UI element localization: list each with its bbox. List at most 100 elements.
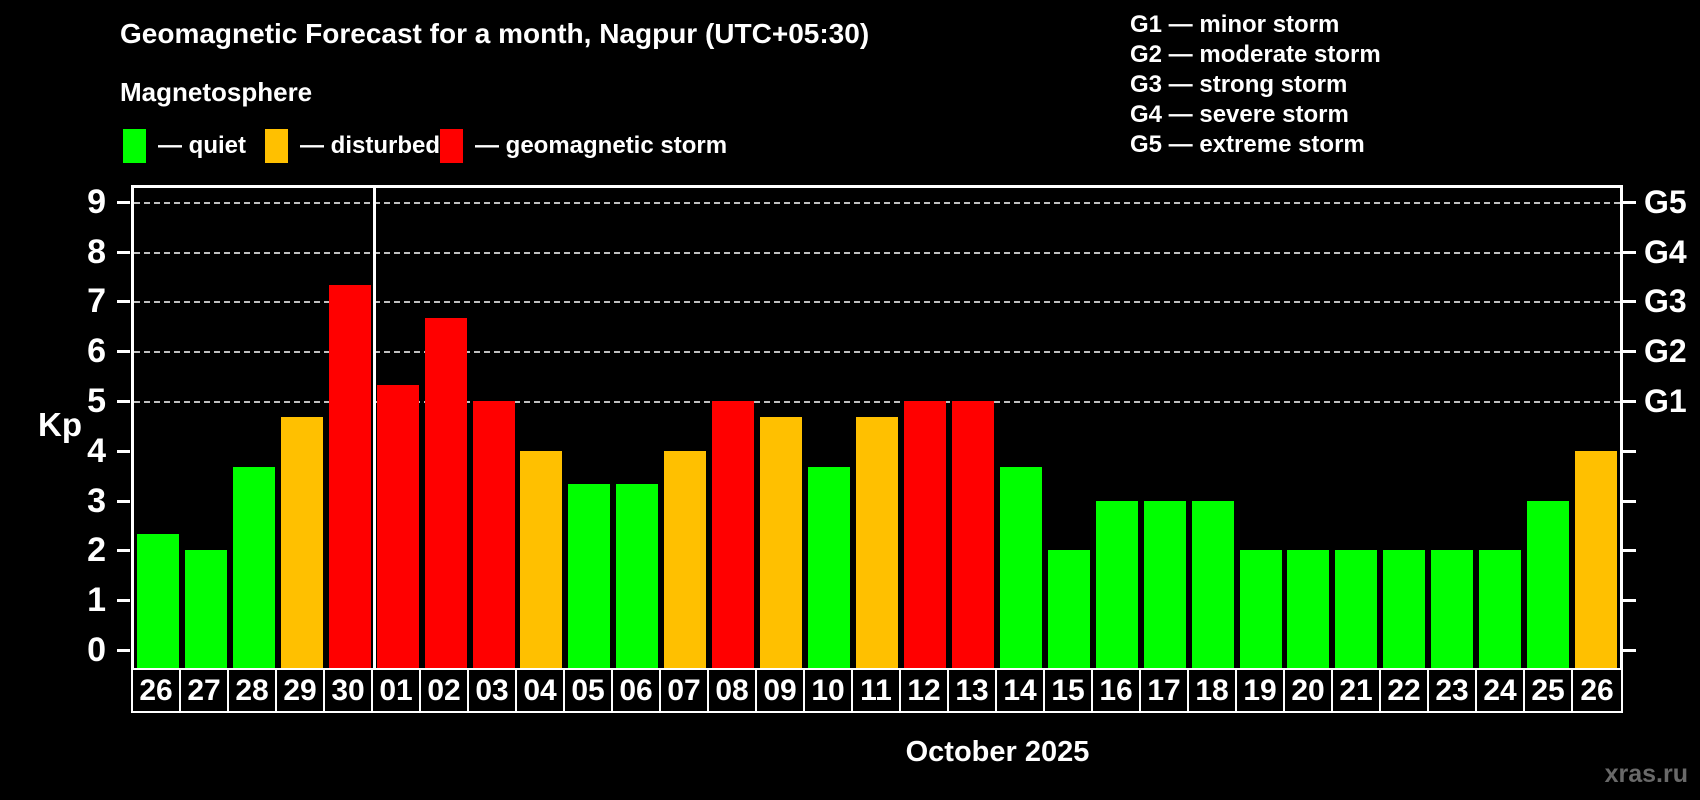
date-cell-oct-18: 18 xyxy=(1189,670,1237,711)
y-tick-label-4: 4 xyxy=(87,432,106,470)
date-cell-oct-01: 01 xyxy=(373,670,421,711)
y-tick-label-1: 1 xyxy=(87,581,106,619)
date-cell-oct-16: 16 xyxy=(1093,670,1141,711)
date-cell-oct-08: 08 xyxy=(709,670,757,711)
kp-bar-02 xyxy=(425,318,467,668)
right-tick-mark-5 xyxy=(1623,400,1636,403)
month-separator-line xyxy=(373,188,376,668)
g-axis-label-g1: G1 xyxy=(1644,383,1687,419)
date-cell-oct-10: 10 xyxy=(805,670,853,711)
y-tick-mark-9 xyxy=(117,201,130,204)
date-cell-sep-27: 27 xyxy=(181,670,229,711)
x-axis-date-row: 26 27 28 29 30 01 02 03 04 05 06 07 08 09 10 11 12 13 14 15… xyxy=(131,668,1623,713)
gridline-kp-8 xyxy=(134,252,1620,254)
g-axis-label-g2: G2 xyxy=(1644,333,1687,369)
right-tick-mark-2 xyxy=(1623,549,1636,552)
kp-bar-11 xyxy=(856,417,898,668)
storm-scale-line-3: G3 — strong storm xyxy=(1130,71,1348,98)
y-tick-label-6: 6 xyxy=(87,332,106,370)
right-tick-mark-8 xyxy=(1623,251,1636,254)
date-cell-oct-24: 24 xyxy=(1477,670,1525,711)
date-cell-oct-15: 15 xyxy=(1045,670,1093,711)
y-tick-mark-3 xyxy=(117,500,130,503)
date-cell-oct-09: 09 xyxy=(757,670,805,711)
date-cell-oct-23: 23 xyxy=(1429,670,1477,711)
date-cell-oct-14: 14 xyxy=(997,670,1045,711)
legend-swatch-disturbed-icon xyxy=(265,129,288,163)
kp-bar-03 xyxy=(473,401,515,668)
kp-bar-20 xyxy=(1287,550,1329,668)
kp-bar-21 xyxy=(1335,550,1377,668)
kp-bar-27 xyxy=(185,550,227,668)
storm-scale-line-5: G5 — extreme storm xyxy=(1130,131,1365,158)
kp-bar-25 xyxy=(1527,501,1569,668)
kp-bar-06 xyxy=(616,484,658,668)
watermark: xras.ru xyxy=(1604,760,1688,788)
kp-bar-16 xyxy=(1096,501,1138,668)
date-cell-oct-25: 25 xyxy=(1525,670,1573,711)
y-tick-label-7: 7 xyxy=(87,282,106,320)
legend-item-quiet: — quiet xyxy=(123,124,246,168)
right-tick-mark-4 xyxy=(1623,450,1636,453)
plot-area xyxy=(131,185,1623,668)
g-axis-label-g5: G5 xyxy=(1644,184,1687,220)
gridline-kp-6 xyxy=(134,351,1620,353)
legend-item-disturbed: — disturbed xyxy=(265,124,440,168)
kp-bar-26 xyxy=(137,534,179,668)
legend-swatch-quiet-icon xyxy=(123,129,146,163)
date-cell-sep-26: 26 xyxy=(133,670,181,711)
storm-scale-line-4: G4 — severe storm xyxy=(1130,101,1349,128)
kp-bar-15 xyxy=(1048,550,1090,668)
gridline-kp-5 xyxy=(134,401,1620,403)
gridline-kp-7 xyxy=(134,301,1620,303)
storm-scale-line-1: G1 — minor storm xyxy=(1130,11,1340,38)
kp-bar-14 xyxy=(1000,467,1042,668)
right-tick-mark-0 xyxy=(1623,649,1636,652)
x-axis-month-label: October 2025 xyxy=(905,736,1090,768)
date-cell-oct-19: 19 xyxy=(1237,670,1285,711)
legend-label-quiet: — quiet xyxy=(158,132,246,159)
kp-bar-23 xyxy=(1431,550,1473,668)
y-tick-label-5: 5 xyxy=(87,382,106,420)
date-cell-oct-11: 11 xyxy=(853,670,901,711)
chart-title: Geomagnetic Forecast for a month, Nagpur… xyxy=(120,18,870,49)
kp-bar-12 xyxy=(904,401,946,668)
right-tick-mark-1 xyxy=(1623,599,1636,602)
y-axis-title: Kp xyxy=(38,406,82,443)
storm-scale-line-2: G2 — moderate storm xyxy=(1130,41,1381,68)
right-tick-mark-3 xyxy=(1623,500,1636,503)
y-tick-label-9: 9 xyxy=(87,183,106,221)
kp-bar-07 xyxy=(664,451,706,668)
date-cell-sep-30: 30 xyxy=(325,670,373,711)
kp-bar-17 xyxy=(1144,501,1186,668)
date-cell-oct-26: 26 xyxy=(1580,673,1614,707)
gridline-kp-9 xyxy=(134,202,1620,204)
y-tick-mark-7 xyxy=(117,300,130,303)
magnetosphere-label: Magnetosphere xyxy=(120,77,313,107)
right-tick-mark-7 xyxy=(1623,300,1636,303)
kp-bar-08 xyxy=(712,401,754,668)
y-tick-mark-2 xyxy=(117,549,130,552)
y-tick-label-3: 3 xyxy=(87,482,106,520)
kp-bar-19 xyxy=(1240,550,1282,668)
kp-bar-05 xyxy=(568,484,610,668)
y-tick-label-2: 2 xyxy=(87,531,106,569)
date-cell-oct-21: 21 xyxy=(1333,670,1381,711)
kp-bar-28 xyxy=(233,467,275,668)
y-tick-label-0: 0 xyxy=(87,631,106,669)
y-tick-mark-4 xyxy=(117,450,130,453)
kp-bar-26 xyxy=(1575,451,1617,668)
g-axis-label-g4: G4 xyxy=(1644,234,1687,270)
date-cell-oct-17: 17 xyxy=(1141,670,1189,711)
y-tick-mark-5 xyxy=(117,400,130,403)
kp-bar-01 xyxy=(377,385,419,668)
date-cell-oct-13: 13 xyxy=(949,670,997,711)
right-tick-mark-6 xyxy=(1623,350,1636,353)
y-tick-mark-6 xyxy=(117,350,130,353)
date-cell-oct-06: 06 xyxy=(613,670,661,711)
kp-bar-30 xyxy=(329,285,371,668)
date-cell-oct-20: 20 xyxy=(1285,670,1333,711)
date-cell-sep-28: 28 xyxy=(229,670,277,711)
date-cell-oct-02: 02 xyxy=(421,670,469,711)
g-axis-label-g3: G3 xyxy=(1644,283,1687,319)
